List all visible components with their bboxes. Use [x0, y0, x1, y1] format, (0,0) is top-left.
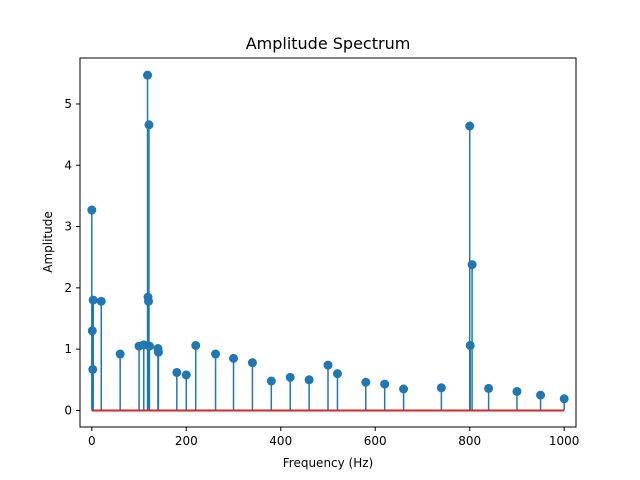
stem-marker-25 [380, 379, 390, 389]
stem-marker-27 [181, 370, 191, 380]
stem-marker-15 [465, 121, 475, 131]
y-tick-label-1: 1 [64, 342, 72, 356]
stem-marker-36 [559, 394, 569, 404]
y-tick-label-0: 0 [64, 403, 72, 417]
stem-marker-3 [88, 295, 98, 305]
stem-marker-28 [285, 372, 295, 382]
y-axis-ticks: 0 1 2 3 4 5 [64, 97, 80, 417]
stem-marker-0 [87, 205, 97, 215]
stem-marker-35 [536, 390, 546, 400]
stem-marker-30 [266, 376, 276, 386]
stem-marker-11 [144, 341, 154, 351]
stem-marker-16 [465, 340, 475, 350]
y-tick-label-4: 4 [64, 158, 72, 172]
stem-marker-4 [96, 296, 106, 306]
stem-marker-24 [361, 377, 371, 387]
stem-marker-22 [323, 360, 333, 370]
stem-marker-21 [247, 358, 257, 368]
stem-marker-10 [144, 120, 154, 130]
y-tick-label-3: 3 [64, 220, 72, 234]
y-tick-label-5: 5 [64, 97, 72, 111]
stem-marker-14 [191, 340, 201, 350]
stem-marker-20 [229, 353, 239, 363]
x-tick-label-1: 200 [175, 434, 198, 448]
stem-marker-19 [211, 349, 221, 359]
stem-marker-18 [115, 349, 125, 359]
stem-marker-34 [512, 386, 522, 396]
stem-marker-31 [399, 384, 409, 394]
stem-marker-1 [87, 326, 97, 336]
stem-marker-9 [143, 296, 153, 306]
x-axis-label: Frequency (Hz) [283, 456, 374, 470]
chart-title: Amplitude Spectrum [246, 34, 411, 53]
x-tick-label-3: 600 [364, 434, 387, 448]
stem-marker-23 [332, 369, 342, 379]
x-tick-label-4: 800 [458, 434, 481, 448]
y-tick-label-2: 2 [64, 281, 72, 295]
stem-marker-29 [304, 375, 314, 385]
stem-marker-32 [436, 383, 446, 393]
stem-marker-26 [172, 367, 182, 377]
plot-frame [79, 57, 577, 428]
stem-marker-2 [88, 364, 98, 374]
markers-layer [87, 70, 569, 404]
x-tick-label-2: 400 [269, 434, 292, 448]
stem-marker-13 [153, 347, 163, 357]
x-axis-ticks: 0 200 400 600 800 1000 [88, 427, 579, 448]
y-axis-label: Amplitude [41, 211, 55, 273]
x-tick-label-5: 1000 [549, 434, 580, 448]
stem-marker-33 [484, 383, 494, 393]
stem-marker-17 [467, 260, 477, 270]
stem-marker-7 [143, 70, 153, 80]
x-tick-label-0: 0 [88, 434, 96, 448]
